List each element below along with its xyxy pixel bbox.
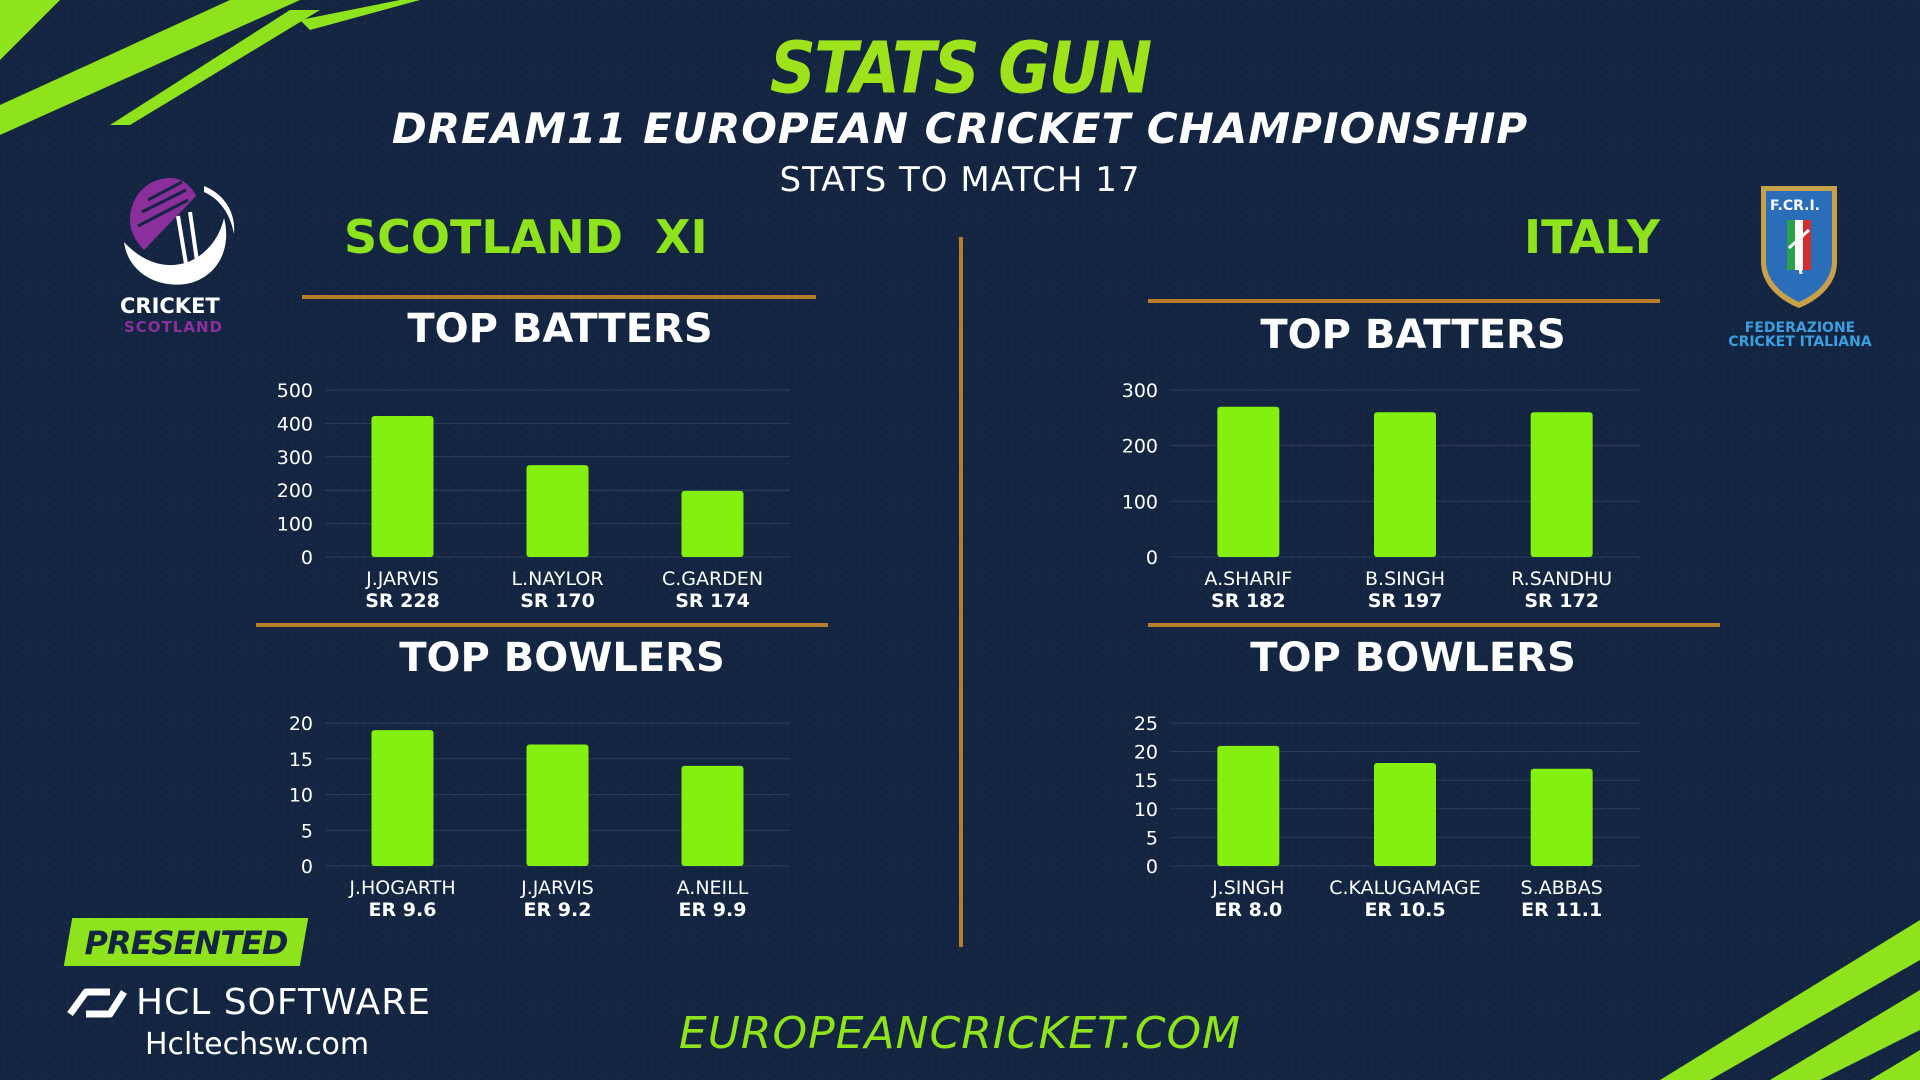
category-label: B.SINGH xyxy=(1365,568,1445,590)
y-tick-label: 200 xyxy=(277,480,313,502)
y-tick-label: 100 xyxy=(1122,491,1158,513)
fcri-shield-icon xyxy=(1761,186,1837,308)
category-label: A.SHARIF xyxy=(1204,568,1292,590)
bar xyxy=(1530,768,1593,866)
stat-sublabel: ER 9.9 xyxy=(679,899,747,921)
y-tick-label: 5 xyxy=(301,820,313,842)
divider-right-middle xyxy=(1148,623,1720,627)
y-tick-label: 10 xyxy=(1134,799,1158,821)
y-tick-label: 0 xyxy=(1146,856,1158,878)
y-tick-label: 300 xyxy=(277,447,313,469)
y-tick-label: 15 xyxy=(289,749,313,771)
stat-sublabel: ER 10.5 xyxy=(1364,899,1445,921)
sponsor-url[interactable]: Hcltechsw.com xyxy=(145,1027,370,1062)
category-label: C.KALUGAMAGE xyxy=(1329,877,1480,899)
divider-left-top xyxy=(302,295,816,299)
bar xyxy=(1217,406,1280,557)
website-link[interactable]: EUROPEANCRICKET.COM xyxy=(678,1008,1242,1059)
y-tick-label: 100 xyxy=(277,514,313,536)
category-label: J.SINGH xyxy=(1211,877,1285,899)
team-name-italy: ITALY xyxy=(1524,210,1660,264)
bar xyxy=(526,465,589,557)
cricket-scotland-logo-subtext: SCOTLAND xyxy=(124,318,223,336)
team-name-scotland: SCOTLAND XI xyxy=(344,210,708,264)
category-label: L.NAYLOR xyxy=(511,568,603,590)
bar xyxy=(1374,763,1436,866)
y-tick-label: 25 xyxy=(1134,713,1158,735)
stat-sublabel: ER 9.6 xyxy=(369,899,437,921)
y-tick-label: 200 xyxy=(1122,436,1158,458)
bar xyxy=(371,730,434,866)
stats-subtitle: STATS TO MATCH 17 xyxy=(779,160,1141,200)
stat-sublabel: SR 182 xyxy=(1211,590,1286,612)
stat-sublabel: ER 11.1 xyxy=(1521,899,1602,921)
presented-by-label: PRESENTED BY xyxy=(84,924,289,1000)
y-tick-label: 400 xyxy=(277,413,313,435)
hcl-logo-icon xyxy=(67,988,127,1018)
bar xyxy=(526,744,589,866)
section-title-italy-bowlers: TOP BOWLERS xyxy=(1250,635,1576,681)
section-title-scotland-bowlers: TOP BOWLERS xyxy=(399,635,725,681)
category-label: J.HOGARTH xyxy=(348,877,455,899)
divider-right-top xyxy=(1148,299,1660,303)
stat-sublabel: ER 8.0 xyxy=(1214,899,1282,921)
category-label: J.JARVIS xyxy=(365,568,439,590)
y-tick-label: 10 xyxy=(289,785,313,807)
divider-left-middle xyxy=(256,623,828,627)
fcri-logo-name-line1: FEDERAZIONE xyxy=(1744,320,1856,336)
y-tick-label: 0 xyxy=(301,856,313,878)
y-tick-label: 20 xyxy=(1134,742,1158,764)
decorative-stripes-bottom-right xyxy=(1660,920,1920,1080)
y-tick-label: 15 xyxy=(1134,770,1158,792)
section-title-scotland-batters: TOP BATTERS xyxy=(407,306,713,352)
stat-sublabel: SR 197 xyxy=(1368,590,1443,612)
y-tick-label: 20 xyxy=(289,713,313,735)
stat-sublabel: SR 172 xyxy=(1524,590,1599,612)
category-label: C.GARDEN xyxy=(662,568,763,590)
fcri-logo-name-line2: CRICKET ITALIANA xyxy=(1728,334,1872,350)
category-label: A.NEILL xyxy=(677,877,749,899)
bar xyxy=(1530,412,1593,557)
sponsor-name: HCL SOFTWARE xyxy=(136,982,431,1023)
stat-sublabel: SR 228 xyxy=(365,590,440,612)
section-title-italy-batters: TOP BATTERS xyxy=(1260,312,1566,358)
y-tick-label: 500 xyxy=(277,380,313,402)
bar xyxy=(1374,412,1436,557)
stat-sublabel: SR 170 xyxy=(520,590,595,612)
bar xyxy=(681,765,744,866)
cricket-scotland-logo-icon xyxy=(124,178,235,285)
competition-title: DREAM11 EUROPEAN CRICKET CHAMPIONSHIP xyxy=(391,104,1529,153)
category-label: R.SANDHU xyxy=(1511,568,1612,590)
category-label: J.JARVIS xyxy=(520,877,594,899)
stat-sublabel: ER 9.2 xyxy=(524,899,592,921)
y-tick-label: 300 xyxy=(1122,380,1158,402)
y-tick-label: 0 xyxy=(1146,547,1158,569)
bar xyxy=(1217,745,1280,866)
stats-gun-title: STATS GUN xyxy=(769,27,1152,111)
cricket-scotland-logo-text: CRICKET xyxy=(120,294,220,318)
fcri-logo-abbr: F.CR.I. xyxy=(1770,198,1820,214)
y-tick-label: 0 xyxy=(301,547,313,569)
stat-sublabel: SR 174 xyxy=(675,590,750,612)
category-label: S.ABBAS xyxy=(1521,877,1603,899)
decorative-stripes-top-left xyxy=(0,0,420,135)
bar xyxy=(681,490,744,557)
divider-vertical-center xyxy=(959,237,963,947)
bar xyxy=(371,416,434,557)
y-tick-label: 5 xyxy=(1146,827,1158,849)
